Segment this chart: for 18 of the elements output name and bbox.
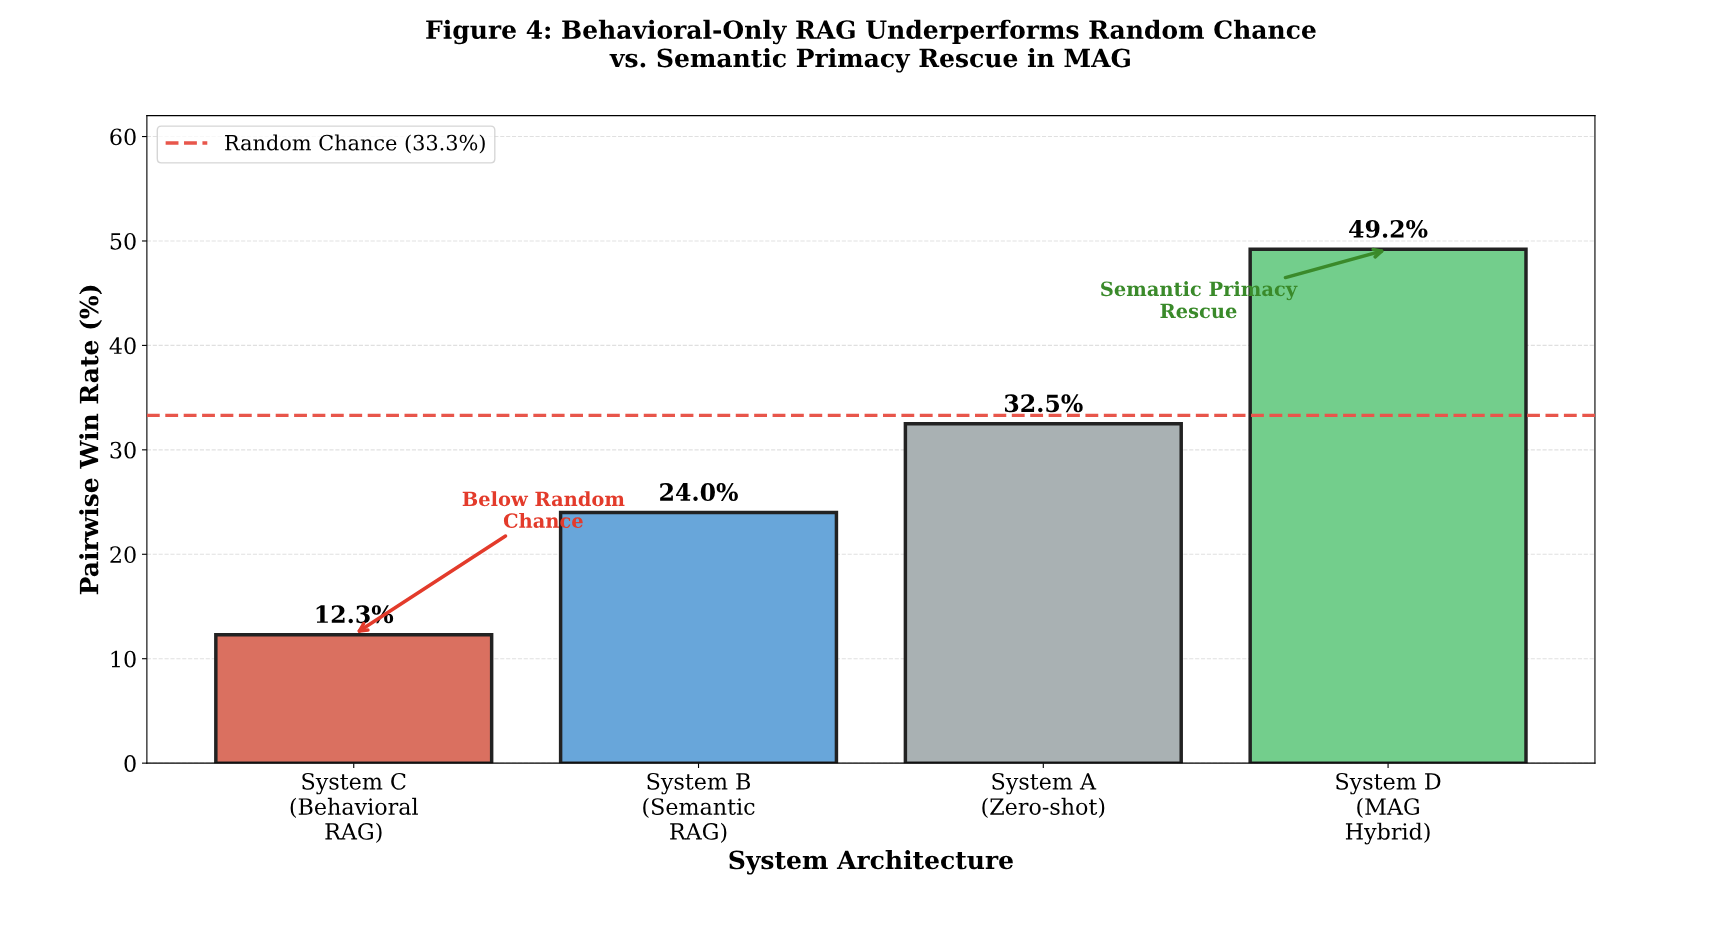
y-tick-label: 40 xyxy=(109,337,136,355)
y-tick-label: 10 xyxy=(111,650,136,668)
y-tick-label: 50 xyxy=(110,232,136,250)
y-tick-label: 60 xyxy=(110,128,136,146)
chart-title: Figure 4: Behavioral-Only RAG Underperforms Random Chance vs. Semantic Primacy Rescue in MAG xyxy=(426,19,1316,73)
data-label: 24.0% xyxy=(660,483,738,501)
x-tick-label: System C (Behavioral RAG) xyxy=(290,772,418,843)
y-axis-title: Pairwise Win Rate (%) xyxy=(79,285,103,595)
x-tick-label: System D (MAG Hybrid) xyxy=(1336,772,1441,845)
x-axis-title: System Architecture xyxy=(729,850,1013,875)
x-tick-label: System B (Semantic RAG) xyxy=(643,772,755,843)
x-tick-label: System A (Zero-shot) xyxy=(982,772,1105,819)
data-label: 49.2% xyxy=(1349,219,1428,238)
data-label: 32.5% xyxy=(1004,394,1083,413)
y-tick-label: 0 xyxy=(124,755,136,772)
legend-label: Random Chance (33.3%) xyxy=(225,134,485,154)
y-tick-label: 20 xyxy=(110,546,136,564)
y-tick-label: 30 xyxy=(110,441,136,459)
